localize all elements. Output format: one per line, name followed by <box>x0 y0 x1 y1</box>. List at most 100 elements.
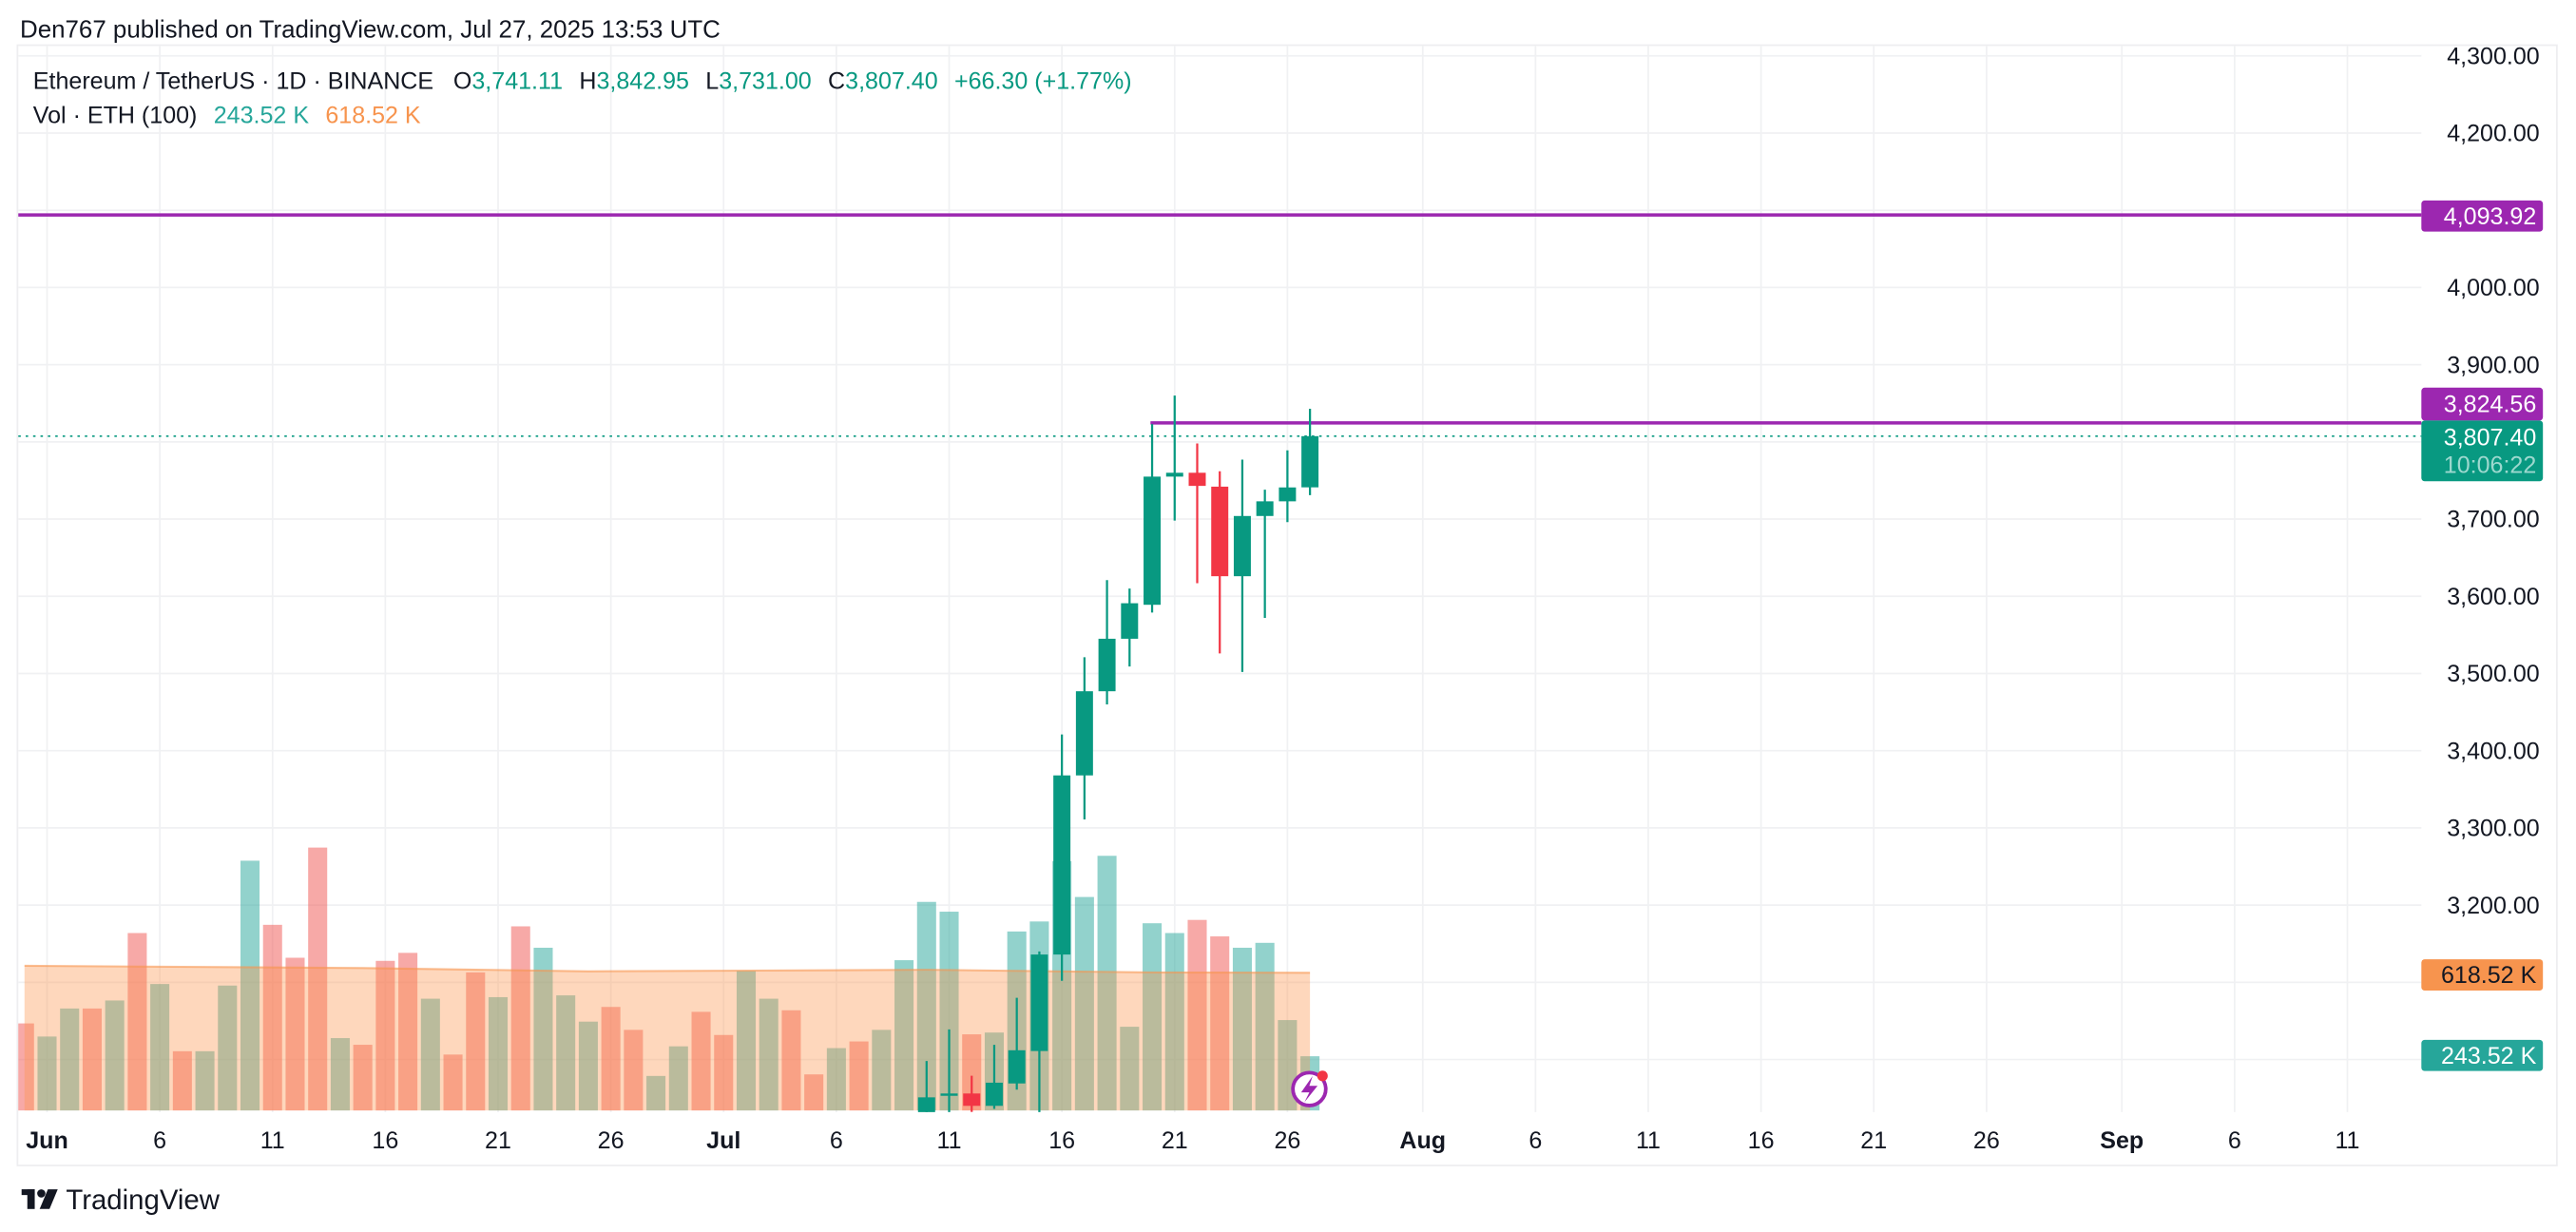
volume-bar <box>1143 923 1163 1111</box>
volume-bar <box>1120 1027 1140 1111</box>
x-tick-label: 21 <box>1860 1127 1887 1154</box>
candle-body <box>917 1097 935 1112</box>
x-tick-label: 11 <box>937 1127 962 1154</box>
candle-body <box>940 1093 958 1096</box>
volume-bar <box>195 1050 215 1111</box>
countdown-text: 10:06:22 <box>2444 452 2537 479</box>
candle-body <box>1121 603 1139 639</box>
volume-bar <box>1255 942 1275 1111</box>
x-tick-label: 6 <box>153 1127 166 1154</box>
x-tick-label: 6 <box>830 1127 843 1154</box>
volume-bar <box>60 1008 80 1111</box>
volume-bar <box>601 1007 621 1111</box>
change-value: +66.30 (+1.77%) <box>954 67 1132 94</box>
volume-ma-value: 618.52 K <box>325 103 421 129</box>
volume-bar <box>646 1075 666 1111</box>
volume-bar <box>939 912 959 1111</box>
x-tick-label: 6 <box>2228 1127 2241 1154</box>
label-volume-ma: 618.52 K <box>2421 959 2544 991</box>
x-tick-label: Sep <box>2100 1127 2143 1154</box>
low-label: L <box>705 67 719 94</box>
label-resistance-high-text: 4,093.92 <box>2444 203 2537 230</box>
y-tick-label: 4,000.00 <box>2447 275 2540 301</box>
candle-body <box>1008 1049 1026 1084</box>
x-tick-label: Jun <box>26 1127 68 1154</box>
volume-bar <box>1074 896 1094 1111</box>
y-tick-label: 4,200.00 <box>2447 121 2540 147</box>
volume-bar <box>1187 919 1207 1111</box>
volume-bar <box>781 1010 801 1111</box>
candle-body <box>1144 476 1162 606</box>
volume-bar <box>82 1008 102 1111</box>
x-tick-label: 11 <box>2335 1127 2359 1154</box>
volume-bar <box>330 1038 350 1111</box>
volume-bar <box>105 1000 125 1111</box>
x-tick-label: 11 <box>1636 1127 1661 1154</box>
volume-bar <box>714 1034 734 1111</box>
volume-bar <box>218 985 238 1111</box>
volume-label: Vol · ETH (100) <box>33 103 198 129</box>
label-resistance-low-text: 3,824.56 <box>2444 392 2537 418</box>
y-tick-label: 3,600.00 <box>2447 584 2540 610</box>
low-value: 3,731.00 <box>719 67 812 94</box>
x-tick-label: 26 <box>1973 1127 2000 1154</box>
volume-bar <box>443 1054 463 1111</box>
candle-body <box>1053 775 1071 955</box>
x-tick-label: 16 <box>372 1127 398 1154</box>
last-price-text: 3,807.40 <box>2444 424 2537 451</box>
volume-ma-label-text: 618.52 K <box>2441 962 2537 989</box>
published-by: Den767 published on TradingView.com, Jul… <box>20 17 721 44</box>
x-tick-label: 16 <box>1748 1127 1775 1154</box>
volume-bar <box>262 924 282 1111</box>
candle-body <box>1278 487 1297 502</box>
x-tick-label: 6 <box>1528 1127 1542 1154</box>
candle-body <box>985 1082 1003 1107</box>
high-label: H <box>579 67 596 94</box>
legend-line-2: Vol · ETH (100) 243.52 K 618.52 K <box>33 103 421 129</box>
candle-body <box>1188 472 1206 487</box>
volume-bar <box>488 996 509 1111</box>
label-volume-last: 243.52 K <box>2421 1039 2544 1071</box>
candles <box>917 395 1319 1112</box>
volume-bar <box>308 847 328 1111</box>
volume-bar <box>375 960 395 1111</box>
candle-body <box>1075 691 1093 776</box>
chart-frame <box>16 44 2558 1166</box>
volume-ma-area <box>24 965 1311 1111</box>
y-tick-label: 3,200.00 <box>2447 893 2540 919</box>
time-axis[interactable]: Jun 6 11 16 21 26 Jul 6 11 16 21 26 Aug 6 11 16 21 26 Sep 6… <box>26 1127 2359 1154</box>
volume-bar <box>556 995 576 1111</box>
close-value: 3,807.40 <box>845 67 937 94</box>
volume-bar <box>240 860 260 1111</box>
price-axis[interactable]: 4,300.00 4,200.00 4,000.00 3,900.00 3,700.00… <box>2447 43 2540 918</box>
volume-bar <box>150 984 170 1111</box>
volume-bar <box>353 1045 373 1111</box>
volume-bar <box>916 901 936 1111</box>
volume-bar <box>849 1041 869 1111</box>
x-tick-label: 26 <box>598 1127 625 1154</box>
close-label: C <box>828 67 845 94</box>
y-tick-label: 3,900.00 <box>2447 352 2540 378</box>
volume-bar <box>398 953 418 1111</box>
x-tick-label: 21 <box>485 1127 511 1154</box>
volume-bar <box>533 947 553 1111</box>
x-tick-label: 16 <box>1048 1127 1075 1154</box>
high-value: 3,842.95 <box>596 67 689 94</box>
volume-bar <box>804 1074 824 1111</box>
volume-bar <box>759 998 779 1111</box>
volume-bar <box>285 957 305 1111</box>
lightning-icon[interactable] <box>1291 1070 1328 1107</box>
x-tick-label: 26 <box>1274 1127 1300 1154</box>
volume-last-label-text: 243.52 K <box>2441 1043 2537 1069</box>
symbol-title: Ethereum / TetherUS · 1D · BINANCE <box>33 67 433 94</box>
label-resistance-low: 3,824.56 <box>2421 387 2544 421</box>
x-tick-label: Jul <box>706 1127 740 1154</box>
candle-body <box>1301 435 1319 488</box>
y-tick-label: 4,300.00 <box>2447 43 2540 69</box>
volume-bar <box>894 960 914 1111</box>
candle-body <box>1030 954 1048 1051</box>
x-tick-label: 11 <box>260 1127 285 1154</box>
volume-bar <box>1210 936 1230 1111</box>
tradingview-logo[interactable]: TradingView <box>21 1184 221 1216</box>
